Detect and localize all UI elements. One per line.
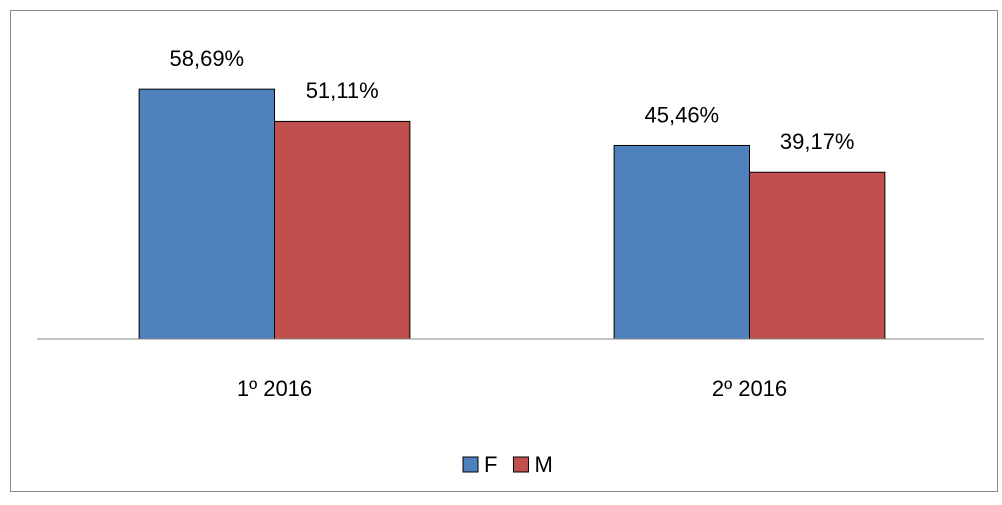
data-label: 45,46% [645, 102, 720, 127]
data-label: 51,11% [306, 78, 379, 103]
bar [274, 120, 411, 340]
data-label: 39,17% [780, 129, 855, 154]
x-tick-label: 2º 2016 [712, 376, 787, 401]
bar [613, 144, 750, 340]
legend-label: M [534, 452, 552, 477]
bar [138, 88, 275, 340]
data-label: 58,69% [170, 46, 245, 71]
x-tick-label: 1º 2016 [237, 376, 312, 401]
bar [749, 171, 886, 340]
legend-swatch [462, 456, 479, 473]
legend-swatch [512, 456, 529, 473]
legend-label: F [484, 452, 497, 477]
